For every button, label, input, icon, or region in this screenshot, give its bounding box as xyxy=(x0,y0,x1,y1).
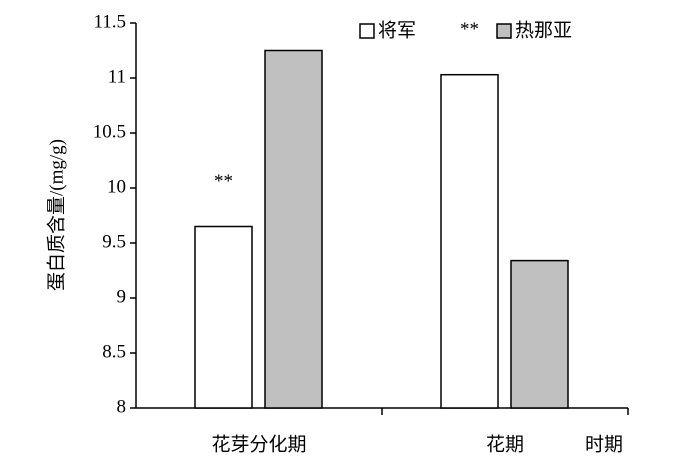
annotation: ** xyxy=(214,171,233,192)
y-tick-label: 10.5 xyxy=(93,121,126,142)
y-tick-label: 10 xyxy=(107,176,126,197)
bar xyxy=(264,49,323,409)
y-tick-label: 11.5 xyxy=(93,11,126,32)
legend-swatch xyxy=(359,23,375,39)
bar xyxy=(440,73,499,409)
y-tick-label: 8 xyxy=(117,396,127,417)
x-tick-label: 花期 xyxy=(486,433,524,455)
y-axis-label: 蛋白质含量/(mg/g) xyxy=(45,139,67,291)
legend-label: 将军 xyxy=(378,19,416,41)
bar xyxy=(194,225,253,409)
y-tick-label: 8.5 xyxy=(102,341,126,362)
legend-label: 热那亚 xyxy=(515,19,572,41)
x-tick-label: 花芽分化期 xyxy=(211,433,306,455)
y-tick-label: 9 xyxy=(117,286,127,307)
legend-swatch xyxy=(496,23,512,39)
y-tick-label: 11 xyxy=(108,66,126,87)
bar xyxy=(510,259,569,409)
x-axis-label: 时期 xyxy=(585,433,623,455)
annotation: ** xyxy=(460,19,479,40)
y-tick-label: 9.5 xyxy=(102,231,126,252)
